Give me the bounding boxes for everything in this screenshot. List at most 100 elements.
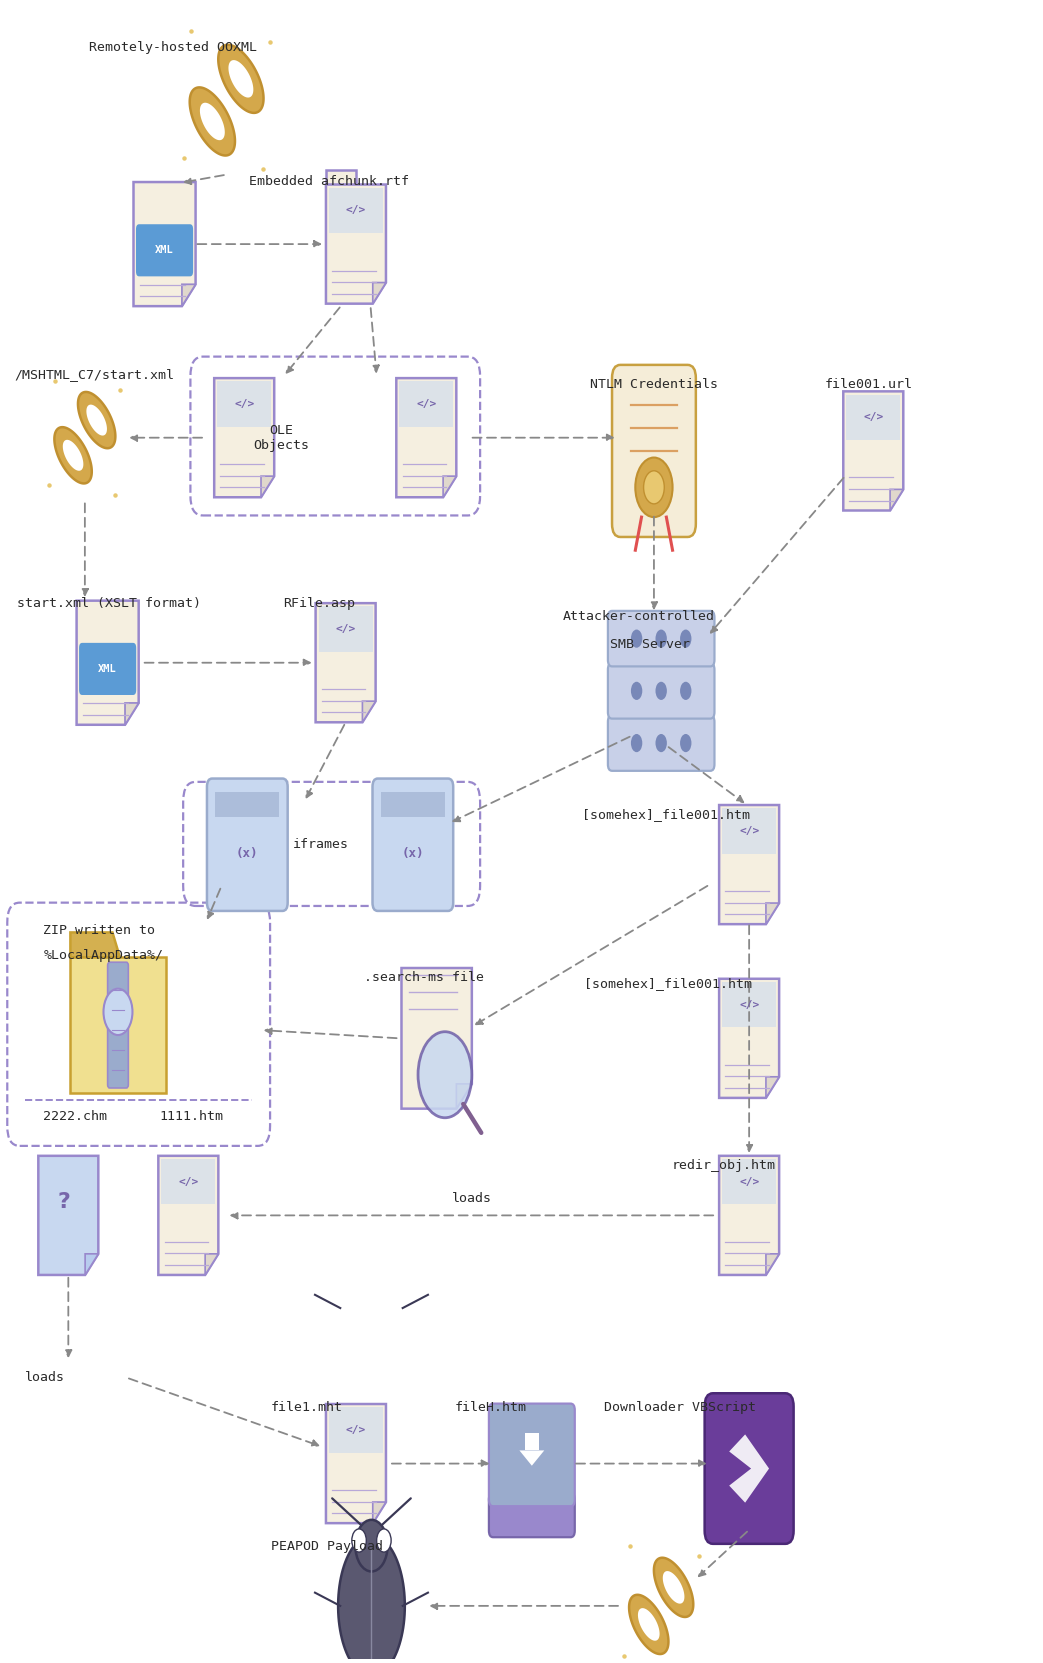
Polygon shape (159, 1156, 218, 1276)
FancyBboxPatch shape (846, 394, 900, 441)
FancyBboxPatch shape (381, 792, 445, 817)
Polygon shape (190, 88, 235, 156)
FancyBboxPatch shape (136, 225, 193, 276)
Polygon shape (134, 181, 196, 306)
Text: </>: </> (336, 624, 356, 634)
Polygon shape (228, 60, 253, 98)
Circle shape (631, 630, 642, 649)
Polygon shape (396, 378, 457, 497)
Polygon shape (729, 1435, 769, 1503)
Text: XML: XML (98, 664, 117, 674)
Polygon shape (78, 392, 116, 449)
Circle shape (631, 682, 642, 700)
Text: PEAPOD Payload: PEAPOD Payload (271, 1540, 383, 1553)
Text: </>: </> (346, 1425, 366, 1435)
Text: </>: </> (346, 206, 366, 216)
Text: Embedded afchunk.rtf: Embedded afchunk.rtf (249, 175, 410, 188)
Circle shape (351, 1528, 366, 1552)
Polygon shape (326, 170, 356, 185)
Polygon shape (372, 283, 386, 304)
Polygon shape (519, 1450, 544, 1465)
Text: NTLM Credentials: NTLM Credentials (589, 378, 718, 391)
Polygon shape (362, 702, 375, 722)
Polygon shape (372, 1502, 386, 1523)
Text: 1111.htm: 1111.htm (160, 1109, 223, 1123)
Circle shape (680, 682, 692, 700)
Polygon shape (719, 1156, 779, 1276)
Text: loads: loads (25, 1370, 65, 1384)
Text: redir_obj.htm: redir_obj.htm (672, 1159, 776, 1172)
Text: </>: </> (416, 399, 436, 409)
Circle shape (418, 1031, 471, 1118)
Polygon shape (63, 439, 83, 471)
Polygon shape (457, 1084, 471, 1109)
Circle shape (655, 682, 666, 700)
Text: </>: </> (178, 1177, 198, 1187)
Text: [somehex]_file001.htm: [somehex]_file001.htm (584, 978, 752, 989)
FancyBboxPatch shape (722, 983, 776, 1028)
Polygon shape (766, 1076, 779, 1098)
Circle shape (680, 630, 692, 649)
Text: fileH.htm: fileH.htm (455, 1400, 527, 1414)
Text: RFile.asp: RFile.asp (284, 597, 356, 610)
FancyBboxPatch shape (608, 610, 714, 667)
FancyBboxPatch shape (329, 1407, 383, 1452)
FancyBboxPatch shape (705, 1394, 794, 1543)
Polygon shape (87, 404, 107, 436)
Polygon shape (638, 1608, 659, 1641)
Polygon shape (766, 903, 779, 925)
Text: </>: </> (739, 999, 759, 1009)
FancyBboxPatch shape (608, 664, 714, 718)
Circle shape (644, 471, 664, 504)
Text: ZIP written to: ZIP written to (44, 925, 155, 938)
Polygon shape (125, 703, 139, 725)
FancyBboxPatch shape (79, 644, 137, 695)
Text: </>: </> (739, 827, 759, 836)
FancyBboxPatch shape (107, 963, 128, 1088)
Text: OLE
Objects: OLE Objects (253, 424, 310, 452)
FancyBboxPatch shape (217, 381, 271, 427)
Text: %LocalAppData%/: %LocalAppData%/ (44, 950, 164, 963)
Text: (x): (x) (402, 846, 425, 860)
Polygon shape (326, 185, 386, 304)
Circle shape (635, 457, 673, 517)
Text: loads: loads (452, 1192, 492, 1206)
Text: [somehex]_file001.htm: [somehex]_file001.htm (582, 808, 750, 822)
Polygon shape (443, 476, 457, 497)
Text: (x): (x) (236, 846, 259, 860)
Polygon shape (214, 378, 274, 497)
Text: Remotely-hosted OOXML: Remotely-hosted OOXML (89, 40, 257, 53)
Polygon shape (39, 1156, 98, 1276)
FancyBboxPatch shape (489, 1404, 575, 1507)
FancyBboxPatch shape (722, 1159, 776, 1204)
Polygon shape (205, 1254, 218, 1276)
Polygon shape (261, 476, 274, 497)
Polygon shape (338, 1535, 405, 1663)
Polygon shape (402, 968, 471, 1109)
FancyBboxPatch shape (70, 958, 166, 1093)
Text: /MSHTML_C7/start.xml: /MSHTML_C7/start.xml (15, 368, 174, 381)
Text: file1.mht: file1.mht (271, 1400, 343, 1414)
Circle shape (103, 989, 132, 1034)
Polygon shape (86, 1254, 98, 1276)
Text: 2222.chm: 2222.chm (44, 1109, 107, 1123)
Text: </>: </> (234, 399, 254, 409)
FancyBboxPatch shape (612, 364, 696, 537)
Circle shape (655, 630, 666, 649)
Text: iframes: iframes (293, 838, 348, 851)
Text: SMB Server: SMB Server (610, 639, 690, 650)
Text: start.xml (XSLT format): start.xml (XSLT format) (17, 597, 200, 610)
Circle shape (631, 733, 642, 752)
FancyBboxPatch shape (722, 808, 776, 853)
Polygon shape (662, 1572, 684, 1603)
FancyBboxPatch shape (525, 1434, 538, 1450)
Circle shape (655, 733, 666, 752)
FancyBboxPatch shape (399, 381, 454, 427)
FancyBboxPatch shape (319, 607, 372, 652)
Polygon shape (316, 604, 375, 722)
Text: XML: XML (155, 246, 174, 256)
Polygon shape (200, 103, 225, 140)
FancyBboxPatch shape (372, 778, 454, 911)
FancyBboxPatch shape (207, 778, 288, 911)
Polygon shape (766, 1254, 779, 1276)
